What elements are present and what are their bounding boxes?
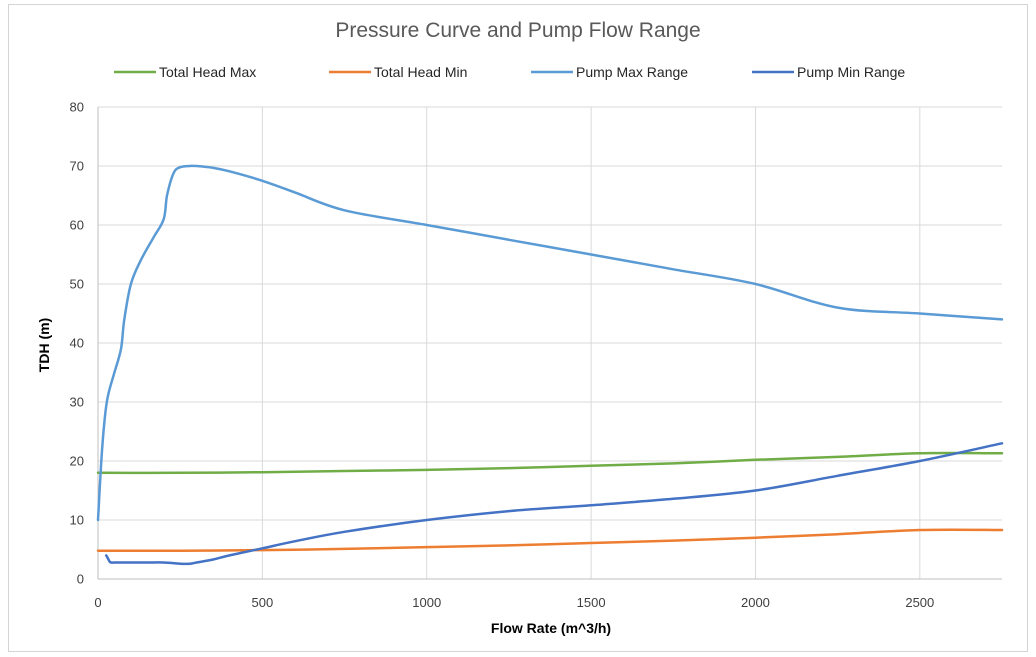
- series-line-pump-min-range: [104, 442, 1004, 566]
- legend-label: Total Head Min: [374, 64, 467, 80]
- legend-item-pump-max-range: Pump Max Range: [531, 64, 688, 80]
- y-tick-label: 70: [70, 159, 84, 174]
- y-axis-title: TDH (m): [36, 318, 52, 372]
- gridlines: [98, 106, 1002, 579]
- legend-item-total-head-max: Total Head Max: [114, 64, 256, 80]
- legend-label: Pump Max Range: [576, 64, 688, 80]
- y-tick-label: 80: [70, 100, 84, 115]
- legend: Total Head Max Total Head Min Pump Max Ran…: [114, 64, 905, 80]
- chart-frame: Pressure Curve and Pump Flow Range Total…: [8, 4, 1028, 652]
- legend-label: Pump Min Range: [797, 64, 905, 80]
- line-chart: Pressure Curve and Pump Flow Range Total…: [36, 19, 1004, 636]
- x-tick-label: 2500: [905, 595, 934, 610]
- plot-series: [96, 164, 1004, 566]
- x-axis: 0 500 1000 1500 2000 2500: [94, 578, 1002, 610]
- y-tick-label: 30: [70, 395, 84, 410]
- legend-item-pump-min-range: Pump Min Range: [752, 64, 905, 80]
- series-line-total-head-max: [96, 451, 1004, 475]
- y-axis: 0 10 20 30 40 50 60 70 80: [70, 100, 99, 587]
- x-tick-label: 1000: [412, 595, 441, 610]
- x-tick-label: 500: [252, 595, 274, 610]
- series-line-total-head-min: [96, 528, 1004, 552]
- chart-title: Pressure Curve and Pump Flow Range: [335, 19, 700, 42]
- y-tick-label: 0: [77, 572, 84, 587]
- y-tick-label: 20: [70, 454, 84, 469]
- y-tick-label: 10: [70, 513, 84, 528]
- y-tick-label: 50: [70, 277, 84, 292]
- x-tick-label: 2000: [741, 595, 770, 610]
- legend-label: Total Head Max: [159, 64, 256, 80]
- x-tick-label: 1500: [577, 595, 606, 610]
- series-line-pump-max-range: [96, 164, 1004, 522]
- y-tick-label: 60: [70, 218, 84, 233]
- x-tick-label: 0: [94, 595, 101, 610]
- y-tick-label: 40: [70, 336, 84, 351]
- legend-item-total-head-min: Total Head Min: [329, 64, 467, 80]
- x-axis-title: Flow Rate (m^3/h): [491, 620, 611, 636]
